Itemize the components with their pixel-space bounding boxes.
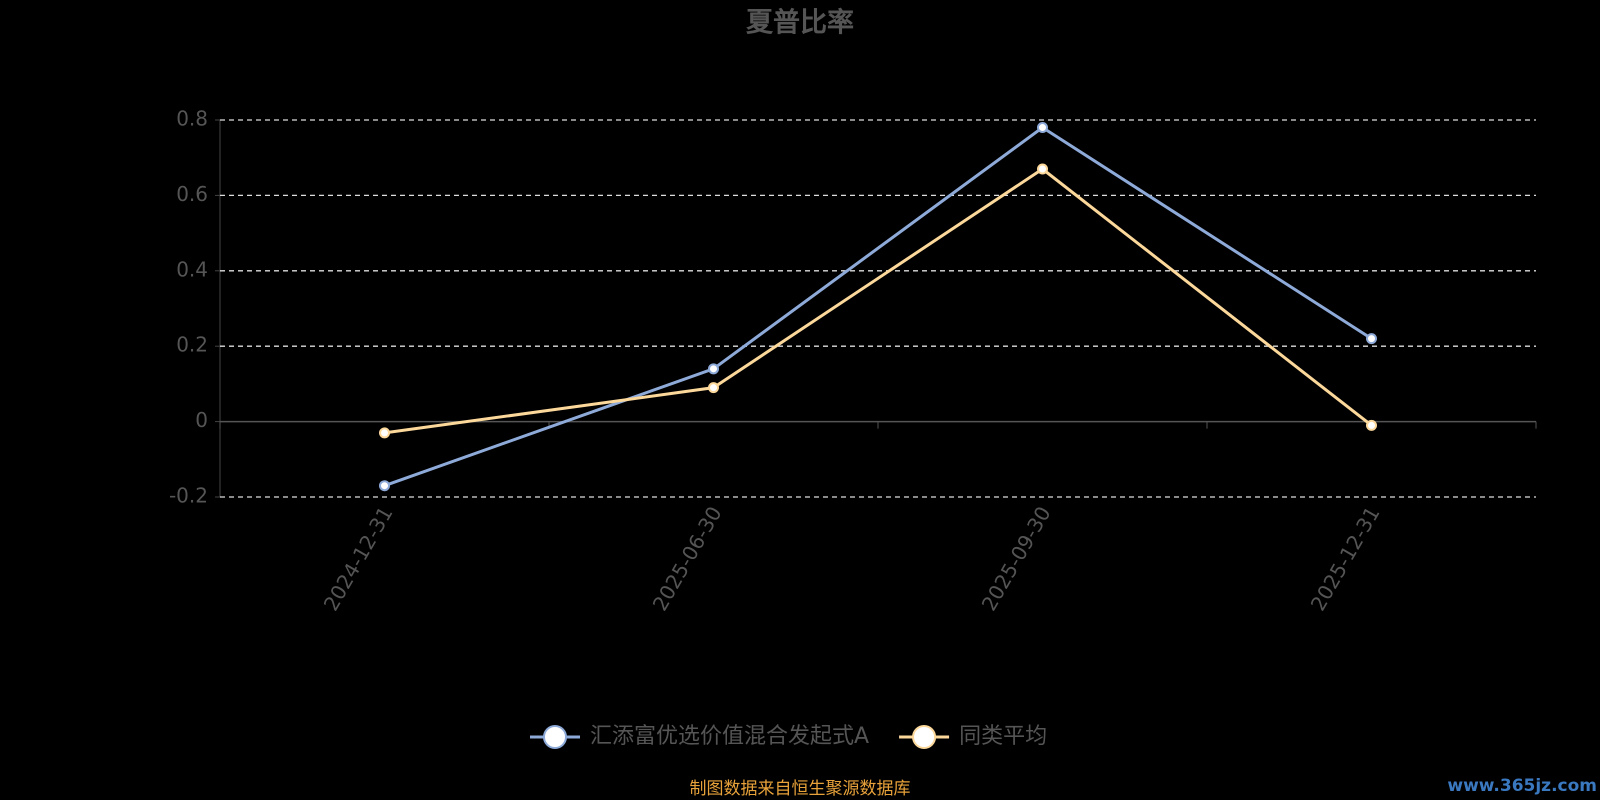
data-point xyxy=(1037,163,1048,175)
y-tick-label: 0.8 xyxy=(176,107,208,131)
source-note: 制图数据来自恒生聚源数据库 xyxy=(690,779,911,799)
chart-title: 夏普比率 xyxy=(746,7,854,39)
data-point xyxy=(379,427,390,439)
data-point xyxy=(1366,333,1377,345)
series-line xyxy=(384,167,1373,435)
data-point xyxy=(708,382,719,394)
y-tick-label: 0 xyxy=(195,408,208,432)
data-point xyxy=(379,480,390,492)
legend-label: 汇添富优选价值混合发起式A xyxy=(590,724,869,749)
y-tick-label: 0.4 xyxy=(176,257,208,281)
series-line xyxy=(383,125,1373,488)
data-point xyxy=(708,363,719,375)
legend-marker xyxy=(912,725,937,749)
legend-marker xyxy=(543,725,567,749)
y-tick-label: 0.2 xyxy=(176,333,208,357)
legend-label: 同类平均 xyxy=(959,724,1047,749)
legend: 汇添富优选价值混合发起式A 同类平均 xyxy=(530,724,1047,749)
data-point xyxy=(1366,419,1377,431)
y-tick-label: -0.2 xyxy=(169,484,208,508)
data-point xyxy=(1037,122,1048,134)
y-tick-label: 0.6 xyxy=(176,182,208,206)
watermark: www.365jz.com xyxy=(1447,776,1597,796)
